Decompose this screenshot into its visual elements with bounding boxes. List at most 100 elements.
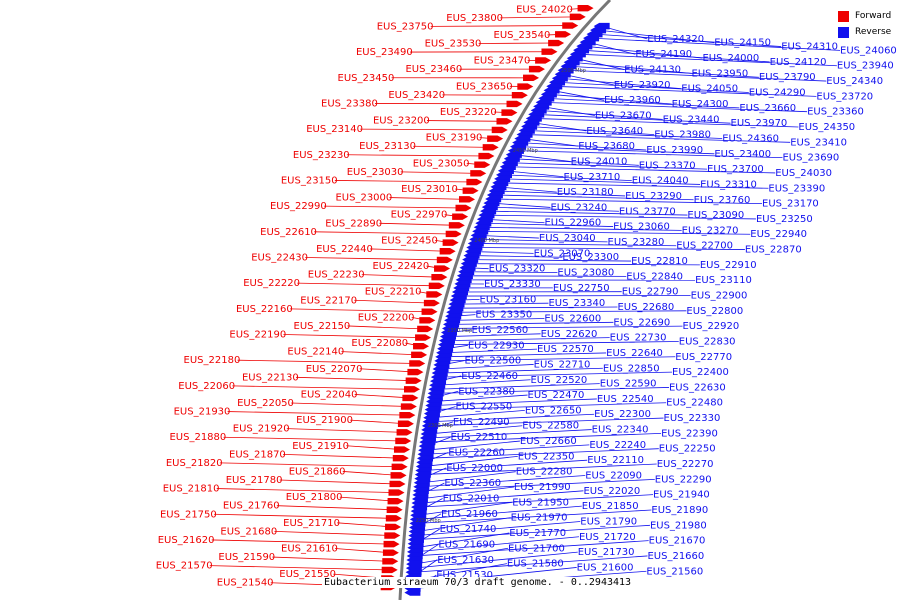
reverse-gene-label: EUS_23690	[782, 153, 839, 164]
reverse-connector	[425, 444, 590, 455]
reverse-gene-label: EUS_21740	[440, 524, 497, 535]
reverse-connector	[431, 410, 525, 419]
reverse-gene-label: EUS_23340	[548, 298, 605, 309]
reverse-connector	[478, 234, 539, 239]
reverse-gene-label: EUS_22510	[450, 432, 507, 443]
axis-tick-label: 2250 Mbp	[416, 518, 441, 524]
reverse-gene-label: EUS_22690	[613, 317, 670, 328]
forward-connector	[279, 479, 398, 485]
forward-connector	[354, 299, 432, 304]
reverse-connector	[455, 306, 618, 309]
forward-gene-arrow	[541, 48, 558, 55]
reverse-gene-label: EUS_24290	[749, 88, 806, 99]
forward-connector	[289, 308, 430, 313]
reverse-gene-label: EUS_22240	[589, 440, 646, 451]
legend-forward: Forward	[838, 8, 891, 24]
reverse-gene-label: EUS_22930	[468, 340, 525, 351]
forward-connector	[359, 368, 416, 373]
forward-gene-label: EUS_22420	[372, 261, 429, 272]
forward-gene-arrow	[459, 196, 476, 203]
reverse-gene-label: EUS_23920	[614, 80, 671, 91]
reverse-gene-label: EUS_23250	[756, 214, 813, 225]
reverse-gene-label: EUS_21960	[441, 509, 498, 520]
reverse-gene-label: EUS_21600	[577, 562, 634, 573]
forward-connector	[286, 428, 405, 433]
reverse-gene-label: EUS_23060	[613, 222, 670, 233]
forward-gene-arrow	[431, 273, 448, 281]
forward-gene-arrow	[439, 248, 456, 255]
forward-connector	[334, 548, 391, 554]
forward-gene-label: EUS_22070	[306, 364, 363, 375]
forward-gene-label: EUS_23450	[338, 73, 395, 84]
forward-connector	[478, 42, 557, 44]
reverse-gene-label: EUS_23660	[739, 103, 796, 114]
reverse-gene-label: EUS_23700	[707, 164, 764, 175]
reverse-gene-label: EUS_23370	[639, 160, 696, 171]
forward-gene-arrow	[428, 282, 445, 290]
forward-connector	[237, 359, 418, 364]
reverse-connector	[472, 251, 534, 254]
forward-gene-arrow	[448, 222, 465, 229]
forward-gene-label: EUS_22130	[242, 372, 299, 383]
forward-gene-arrow	[517, 83, 534, 90]
forward-gene-label: EUS_21620	[158, 535, 215, 546]
reverse-gene-label: EUS_22830	[679, 336, 736, 347]
forward-gene-arrow	[501, 109, 518, 116]
reverse-gene-label: EUS_23400	[714, 149, 771, 160]
forward-gene-arrow	[399, 411, 416, 419]
reverse-gene-label: EUS_24010	[571, 156, 628, 167]
reverse-gene-label: EUS_22900	[691, 291, 748, 302]
reverse-gene-label: EUS_23360	[807, 107, 864, 118]
forward-connector	[216, 488, 397, 493]
reverse-gene-label: EUS_21690	[438, 539, 495, 550]
reverse-gene-label: EUS_23720	[816, 91, 873, 102]
axis-tick-label: 2400 Mbp	[474, 238, 499, 244]
reverse-gene-label: EUS_22490	[453, 417, 510, 428]
forward-connector	[323, 205, 464, 209]
reverse-gene-label: EUS_23090	[687, 210, 744, 221]
reverse-gene-label: EUS_21980	[650, 520, 707, 531]
forward-connector	[209, 565, 390, 571]
forward-gene-label: EUS_23380	[321, 98, 378, 109]
reverse-gene-label: EUS_21660	[647, 551, 704, 562]
forward-gene-label: EUS_22990	[270, 201, 327, 212]
reverse-connector	[418, 501, 513, 516]
reverse-gene-label: EUS_22800	[686, 306, 743, 317]
forward-gene-arrow	[411, 351, 428, 359]
reverse-gene-label: EUS_24040	[632, 176, 689, 187]
forward-gene-arrow	[445, 230, 462, 238]
reverse-gene-label: EUS_23390	[768, 183, 825, 194]
forward-gene-label: EUS_21680	[220, 526, 277, 537]
forward-gene-arrow	[548, 39, 565, 47]
reverse-gene-label: EUS_21700	[508, 543, 565, 554]
reverse-connector	[436, 383, 600, 390]
reverse-connector	[481, 226, 682, 231]
reverse-connector	[415, 524, 650, 541]
forward-connector	[339, 496, 396, 502]
reverse-gene-label: EUS_22710	[534, 359, 591, 370]
reverse-connector	[546, 97, 740, 109]
reverse-connector	[491, 202, 551, 208]
reverse-connector	[414, 536, 579, 553]
forward-gene-arrow	[405, 377, 422, 384]
reverse-gene-label: EUS_22570	[537, 344, 594, 355]
forward-connector	[379, 222, 457, 226]
forward-gene-arrow	[385, 515, 402, 522]
forward-gene-arrow	[466, 178, 483, 186]
reverse-gene-label: EUS_23240	[550, 202, 607, 213]
forward-gene-arrow	[392, 454, 409, 462]
reverse-connector	[417, 509, 652, 524]
forward-gene-label: EUS_21870	[229, 449, 286, 460]
forward-gene-arrow	[385, 523, 402, 531]
forward-gene-label: EUS_22050	[237, 398, 294, 409]
forward-gene-arrow	[496, 118, 513, 125]
forward-gene-label: EUS_21750	[160, 509, 217, 520]
forward-gene-arrow	[395, 437, 412, 445]
reverse-gene-label: EUS_21950	[512, 497, 569, 508]
forward-gene-label: EUS_22160	[236, 304, 293, 315]
reverse-connector	[498, 186, 557, 193]
forward-gene-label: EUS_21880	[169, 432, 226, 443]
forward-gene-label: EUS_23420	[388, 90, 445, 101]
reverse-gene-label: EUS_22560	[472, 325, 529, 336]
legend-forward-label: Forward	[855, 11, 892, 21]
